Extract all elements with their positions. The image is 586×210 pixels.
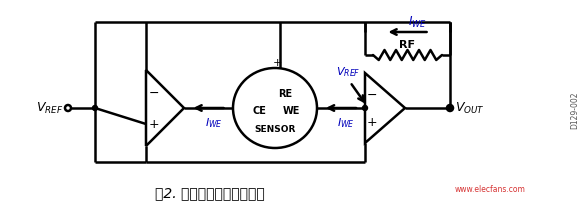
Text: 图2. 简化电化学传感器电路: 图2. 简化电化学传感器电路 xyxy=(155,186,265,200)
Text: CE: CE xyxy=(252,106,266,116)
Text: $+$: $+$ xyxy=(272,56,282,67)
Text: WE: WE xyxy=(282,106,299,116)
Circle shape xyxy=(363,105,367,110)
Text: $-$: $-$ xyxy=(148,85,159,98)
Text: $V_{OUT}$: $V_{OUT}$ xyxy=(455,100,485,116)
Text: $V_{REF}$: $V_{REF}$ xyxy=(36,100,63,116)
Text: RF: RF xyxy=(400,40,415,50)
Text: D129-002: D129-002 xyxy=(571,91,580,129)
Text: $I_{WE}$: $I_{WE}$ xyxy=(205,116,223,130)
Text: $-$: $-$ xyxy=(366,88,377,101)
Text: RE: RE xyxy=(278,89,292,99)
Text: www.elecfans.com: www.elecfans.com xyxy=(455,185,526,194)
Text: SENSOR: SENSOR xyxy=(254,126,296,134)
Circle shape xyxy=(448,105,452,110)
Text: $I_{WE}$: $I_{WE}$ xyxy=(337,116,355,130)
Text: $V_{REF}$: $V_{REF}$ xyxy=(336,65,360,79)
Circle shape xyxy=(93,105,97,110)
Text: $+$: $+$ xyxy=(148,118,159,130)
Text: $+$: $+$ xyxy=(366,116,377,129)
Text: $I_{WE}$: $I_{WE}$ xyxy=(408,14,427,30)
